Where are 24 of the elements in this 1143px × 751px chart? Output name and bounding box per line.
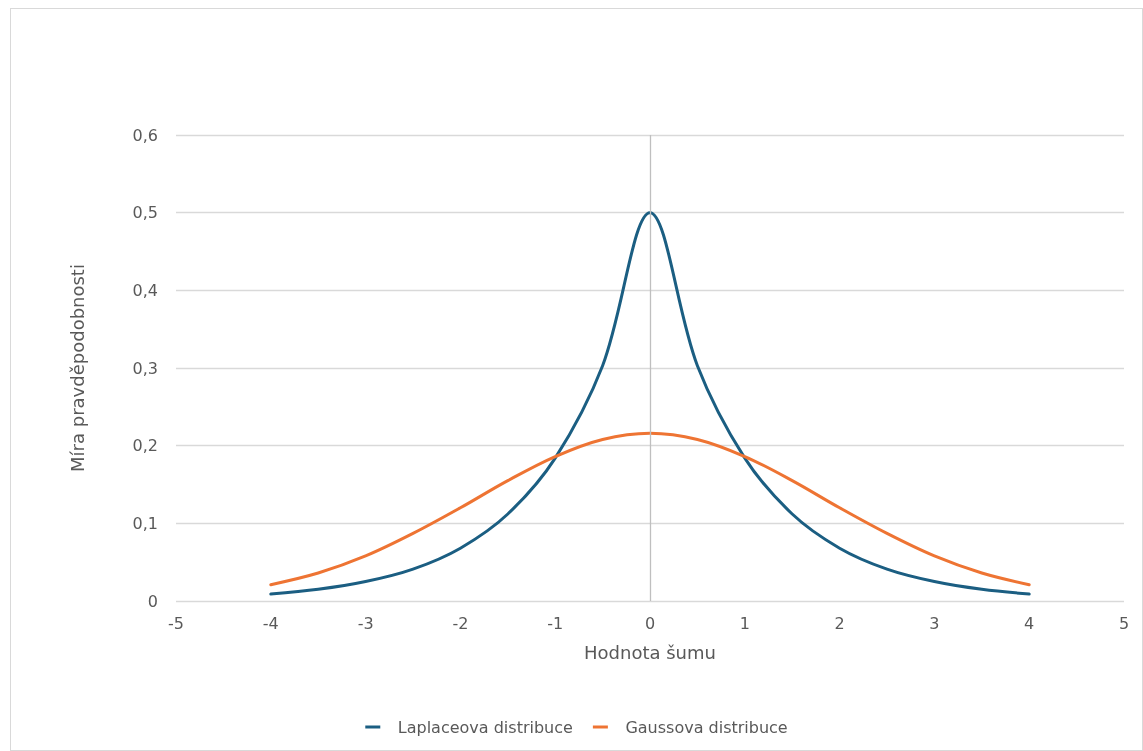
x-tick-label: -5 — [168, 613, 184, 633]
legend-label: Gaussova distribuce — [625, 717, 788, 737]
x-tick-label: 0 — [644, 613, 656, 633]
line-series — [269, 211, 1031, 596]
y-tick-label: 0,6 — [132, 125, 158, 145]
y-tick-label: 0,4 — [132, 280, 158, 300]
x-tick-label: 1 — [739, 613, 750, 633]
y-tick-label: 0,3 — [132, 358, 158, 378]
y-tick-label: 0,5 — [132, 203, 158, 223]
y-tick-label: 0 — [147, 591, 158, 611]
x-tick-label: 5 — [1118, 613, 1130, 633]
y-tick-label: 0,2 — [132, 436, 158, 456]
x-tick-label: -2 — [452, 613, 469, 633]
legend-label: Laplaceova distribuce — [397, 717, 573, 737]
line-series — [269, 431, 1031, 587]
x-tick-label: -1 — [547, 613, 564, 633]
x-tick-label: 4 — [1024, 613, 1035, 633]
x-tick-label: -4 — [262, 613, 279, 633]
x-tick-label: 3 — [929, 613, 940, 633]
x-axis-title: Hodnota šumu — [584, 641, 716, 663]
y-axis-title: Míra pravděpodobnosti — [66, 264, 88, 472]
y-tick-label: 0,1 — [132, 513, 158, 533]
x-tick-label: 2 — [834, 613, 845, 633]
x-tick-label: -3 — [357, 613, 374, 633]
